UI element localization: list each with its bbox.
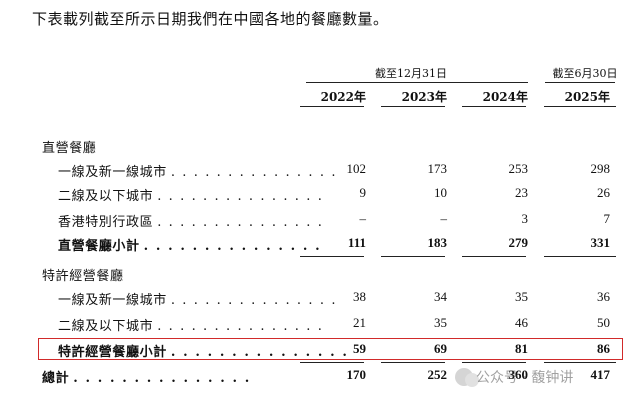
cell-value: 173 [427, 161, 448, 176]
row-label: 二線及以下城市. . . . . . . . . . . . . . . [58, 185, 323, 204]
cell-value: 279 [508, 235, 529, 250]
cell-value: 170 [346, 367, 367, 382]
row-label-text: 特許經營餐廳小計 [58, 345, 167, 360]
table-row: 二線及以下城市. . . . . . . . . . . . . . . 21 35… [0, 312, 640, 336]
intro-text: 下表載列截至所示日期我們在中國各地的餐廳數量。 [32, 10, 389, 28]
row-label: 二線及以下城市. . . . . . . . . . . . . . . [58, 315, 323, 334]
table-row: 二線及以下城市. . . . . . . . . . . . . . . 9 10 2… [0, 182, 640, 206]
year-rule-2022 [300, 106, 364, 107]
cell-value: 417 [590, 367, 611, 382]
cell-value: 35 [515, 289, 528, 304]
leader-dots: . . . . . . . . . . . . . . . [170, 293, 338, 308]
subtotal2-rule-2023 [381, 362, 445, 363]
row-label-text: 總計 [42, 371, 70, 386]
cell-value: 86 [597, 341, 610, 356]
row-label-text: 香港特別行政區 [58, 215, 154, 230]
cell-value: 111 [347, 235, 366, 250]
row-label-text: 二線及以下城市 [58, 319, 154, 334]
row-label-text: 直營餐廳 [42, 141, 97, 156]
cell-value: 3 [521, 211, 529, 226]
cell-value: 26 [597, 185, 610, 200]
row-label-text: 直營餐廳小計 [58, 239, 140, 254]
cell-value: 298 [590, 161, 611, 176]
cell-value: 360 [508, 367, 529, 382]
cell-value: 50 [597, 315, 610, 330]
header-group-jun30: 截至6月30日 [552, 67, 618, 80]
section-row: 特許經營餐廳 [0, 262, 640, 286]
year-header-2024: 2024年 [482, 90, 528, 104]
row-label-text: 一線及新一線城市 [58, 293, 167, 308]
cell-value: 331 [590, 235, 611, 250]
year-header-2023: 2023年 [401, 90, 447, 104]
cell-value: – [359, 211, 367, 226]
row-label: 直營餐廳小計. . . . . . . . . . . . . . . [58, 235, 321, 254]
cell-value: 21 [353, 315, 366, 330]
cell-value: 253 [508, 161, 529, 176]
leader-dots: . . . . . . . . . . . . . . . [73, 371, 251, 386]
table-row: 一線及新一線城市. . . . . . . . . . . . . . . 102… [0, 158, 640, 182]
cell-value: 34 [434, 289, 447, 304]
leader-dots: . . . . . . . . . . . . . . . [143, 239, 322, 254]
year-header-2022: 2022年 [320, 90, 366, 104]
leader-dots: . . . . . . . . . . . . . . . [170, 165, 338, 180]
cell-value: 46 [515, 315, 528, 330]
table-row: 一線及新一線城市. . . . . . . . . . . . . . . 38 3… [0, 286, 640, 310]
leader-dots: . . . . . . . . . . . . . . . [157, 215, 324, 230]
leader-dots: . . . . . . . . . . . . . . . [157, 189, 324, 204]
subtotal2-rule-2022 [300, 362, 364, 363]
row-label: 特許經營餐廳小計. . . . . . . . . . . . . . . [58, 341, 348, 360]
cell-value: 7 [603, 211, 611, 226]
subtotal-rule-2024 [462, 256, 526, 257]
row-label: 一線及新一線城市. . . . . . . . . . . . . . . [58, 161, 337, 180]
row-label: 一線及新一線城市. . . . . . . . . . . . . . . [58, 289, 337, 308]
cell-value: – [440, 211, 448, 226]
year-rule-2024 [462, 106, 526, 107]
subtotal-rule-2022 [300, 256, 364, 257]
row-label-text: 一線及新一線城市 [58, 165, 167, 180]
subtotal-row: 直營餐廳小計. . . . . . . . . . . . . . . 111 18… [0, 232, 640, 256]
subtotal-rule-2025 [544, 256, 616, 257]
cell-value: 81 [515, 341, 528, 356]
leader-dots: . . . . . . . . . . . . . . . [170, 345, 349, 360]
cell-value: 252 [427, 367, 448, 382]
year-header-2025: 2025年 [564, 90, 610, 104]
subtotal-row: 特許經營餐廳小計. . . . . . . . . . . . . . . 59 6… [0, 338, 640, 362]
subtotal2-rule-2025 [544, 362, 616, 363]
header-group-dec31: 截至12月31日 [375, 67, 447, 80]
year-rule-2025 [544, 106, 616, 107]
cell-value: 69 [434, 341, 447, 356]
cell-value: 183 [427, 235, 448, 250]
cell-value: 59 [353, 341, 366, 356]
cell-value: 10 [434, 185, 447, 200]
section-row: 直營餐廳 [0, 134, 640, 158]
row-label: 總計. . . . . . . . . . . . . . . [42, 367, 251, 386]
wechat-watermark-icon [455, 368, 479, 387]
row-label: 特許經營餐廳 [42, 265, 124, 284]
cell-value: 38 [353, 289, 366, 304]
highlight-box [38, 338, 623, 360]
table-row: 香港特別行政區. . . . . . . . . . . . . . . – – 3 7 [0, 208, 640, 232]
cell-value: 36 [597, 289, 610, 304]
header-rule-group2 [545, 82, 615, 83]
leader-dots: . . . . . . . . . . . . . . . [157, 319, 324, 334]
row-label: 直營餐廳 [42, 137, 96, 156]
total-row: 總計. . . . . . . . . . . . . . . 170 252 360… [0, 364, 640, 388]
row-label: 香港特別行政區. . . . . . . . . . . . . . . [58, 211, 323, 230]
row-label-text: 特許經營餐廳 [42, 269, 124, 284]
cell-value: 23 [515, 185, 528, 200]
cell-value: 35 [434, 315, 447, 330]
cell-value: 102 [346, 161, 367, 176]
year-rule-2023 [381, 106, 445, 107]
header-rule-group1 [306, 82, 528, 83]
subtotal-rule-2023 [381, 256, 445, 257]
subtotal2-rule-2024 [462, 362, 526, 363]
watermark-text: 公众号 · 馥钟讲 [476, 370, 574, 386]
cell-value: 9 [359, 185, 367, 200]
row-label-text: 二線及以下城市 [58, 189, 154, 204]
